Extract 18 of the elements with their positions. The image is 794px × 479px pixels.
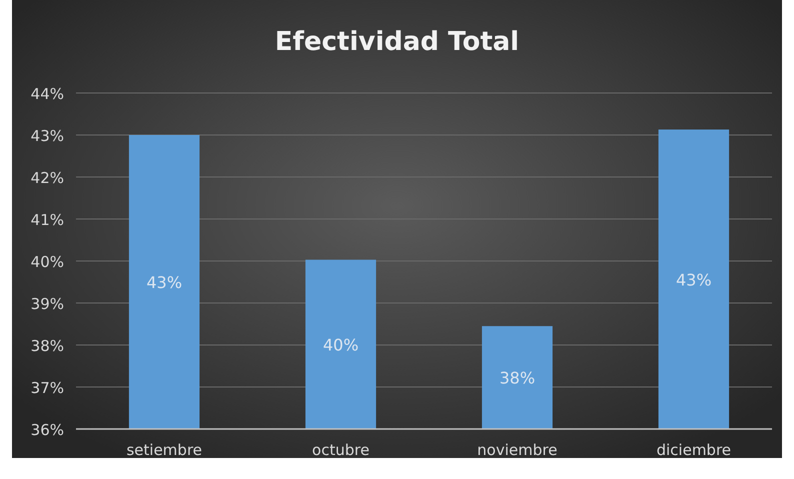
y-tick-label: 41% [30,211,64,229]
y-tick-label: 40% [30,253,64,271]
x-tick-label: noviembre [477,441,558,459]
x-tick-label: setiembre [126,441,202,459]
y-tick-label: 37% [30,379,64,397]
y-tick-label: 39% [30,295,64,313]
chart-title: Efectividad Total [274,27,520,57]
y-tick-label: 38% [30,337,64,355]
y-tick-label: 44% [30,85,64,103]
y-tick-label: 43% [30,127,64,145]
y-tick-label: 42% [30,169,64,187]
data-label: 38% [499,368,536,388]
data-label: 43% [146,273,182,292]
data-label: 43% [676,270,712,290]
x-tick-label: octubre [312,441,370,459]
y-tick-label: 36% [30,421,64,439]
x-tick-label: diciembre [656,441,732,459]
data-label: 40% [322,335,359,354]
